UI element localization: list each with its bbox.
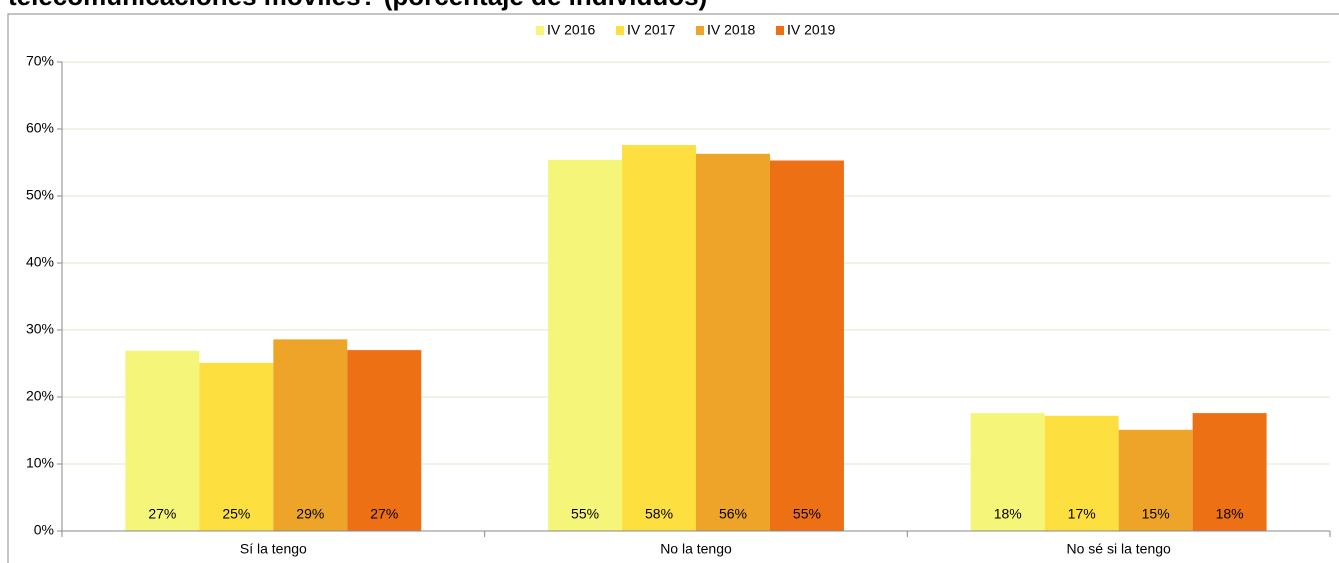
data-label: 17% (1068, 506, 1096, 522)
bar (696, 153, 770, 532)
x-tick-label: No sé si la tengo (1067, 541, 1171, 557)
bar (273, 339, 348, 531)
bar (125, 350, 200, 531)
y-tick-label: 40% (26, 254, 54, 270)
y-tick-label: 20% (26, 388, 54, 404)
bar (970, 413, 1045, 531)
legend-label: IV 2018 (707, 22, 755, 38)
legend-label: IV 2019 (787, 22, 835, 38)
x-tick-label: No la tengo (660, 541, 732, 557)
legend-swatch (776, 26, 784, 35)
y-tick-label: 30% (26, 321, 54, 337)
y-tick-label: 70% (26, 53, 54, 69)
legend-swatch (616, 26, 624, 35)
bar (1192, 413, 1267, 531)
legend-swatch (536, 26, 544, 35)
data-label: 29% (296, 506, 324, 522)
bar (347, 350, 422, 531)
data-label: 58% (645, 506, 673, 522)
bar (769, 160, 844, 532)
data-label: 56% (719, 506, 747, 522)
chart-border (7, 13, 1339, 563)
legend-label: IV 2017 (627, 22, 675, 38)
y-tick-label: 0% (34, 522, 54, 538)
bar (199, 362, 274, 531)
x-tick-label: Sí la tengo (240, 541, 307, 557)
bar (1044, 415, 1119, 531)
data-label: 55% (571, 506, 599, 522)
data-label: 27% (370, 506, 398, 522)
data-label: 18% (1216, 506, 1244, 522)
bar (1118, 429, 1193, 531)
y-tick-label: 50% (26, 187, 54, 203)
data-label: 27% (148, 506, 176, 522)
y-tick-label: 60% (26, 120, 54, 136)
data-label: 15% (1142, 506, 1170, 522)
data-label: 25% (222, 506, 250, 522)
legend-swatch (696, 26, 704, 35)
bar (622, 145, 696, 531)
data-label: 55% (793, 506, 821, 522)
bar (548, 159, 623, 531)
y-tick-label: 10% (26, 455, 54, 471)
chart-title: telecomunicaciones móviles? (porcentaje … (8, 0, 707, 11)
data-label: 18% (994, 506, 1022, 522)
legend-label: IV 2016 (547, 22, 595, 38)
